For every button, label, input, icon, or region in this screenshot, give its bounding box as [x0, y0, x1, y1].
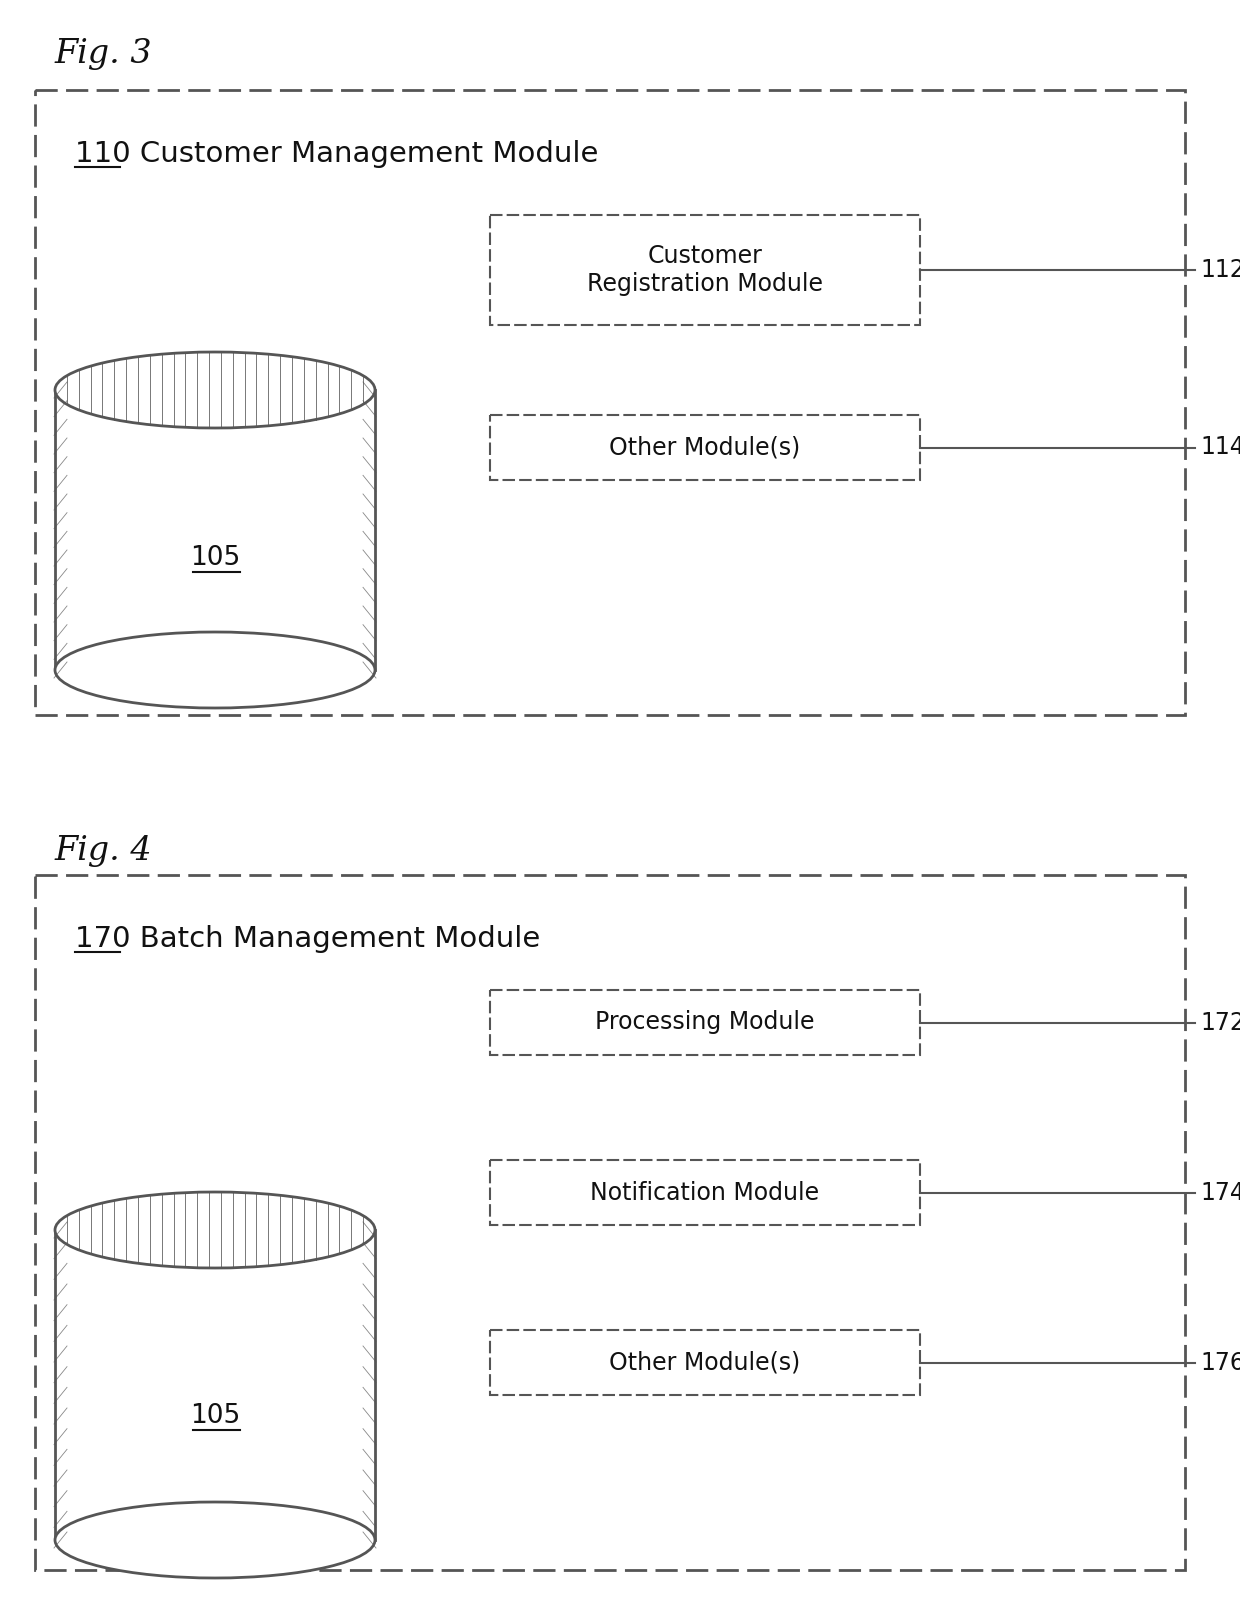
Ellipse shape [55, 632, 374, 708]
Ellipse shape [55, 1502, 374, 1578]
Bar [490, 215, 920, 324]
Text: 114: 114 [1200, 435, 1240, 459]
Bar [55, 1229, 374, 1541]
Bar [490, 990, 920, 1054]
Text: 112: 112 [1200, 258, 1240, 282]
Text: Customer
Registration Module: Customer Registration Module [587, 244, 823, 295]
Text: Other Module(s): Other Module(s) [609, 1350, 801, 1374]
Bar [35, 875, 1185, 1570]
Bar [55, 390, 374, 669]
Bar [490, 416, 920, 480]
Text: 110 Customer Management Module: 110 Customer Management Module [74, 140, 599, 169]
Bar [490, 1331, 920, 1395]
Text: Processing Module: Processing Module [595, 1011, 815, 1035]
Text: Other Module(s): Other Module(s) [609, 435, 801, 459]
Text: 172: 172 [1200, 1011, 1240, 1035]
Text: 105: 105 [190, 546, 241, 571]
Text: Fig. 3: Fig. 3 [55, 39, 153, 71]
Text: Notification Module: Notification Module [590, 1181, 820, 1204]
Text: 170 Batch Management Module: 170 Batch Management Module [74, 924, 541, 953]
Text: Fig. 4: Fig. 4 [55, 835, 153, 867]
Text: 174: 174 [1200, 1181, 1240, 1204]
Bar [35, 90, 1185, 714]
Ellipse shape [55, 351, 374, 429]
Text: 105: 105 [190, 1403, 241, 1428]
Text: 176: 176 [1200, 1350, 1240, 1374]
Ellipse shape [55, 1193, 374, 1268]
Bar [490, 1160, 920, 1225]
